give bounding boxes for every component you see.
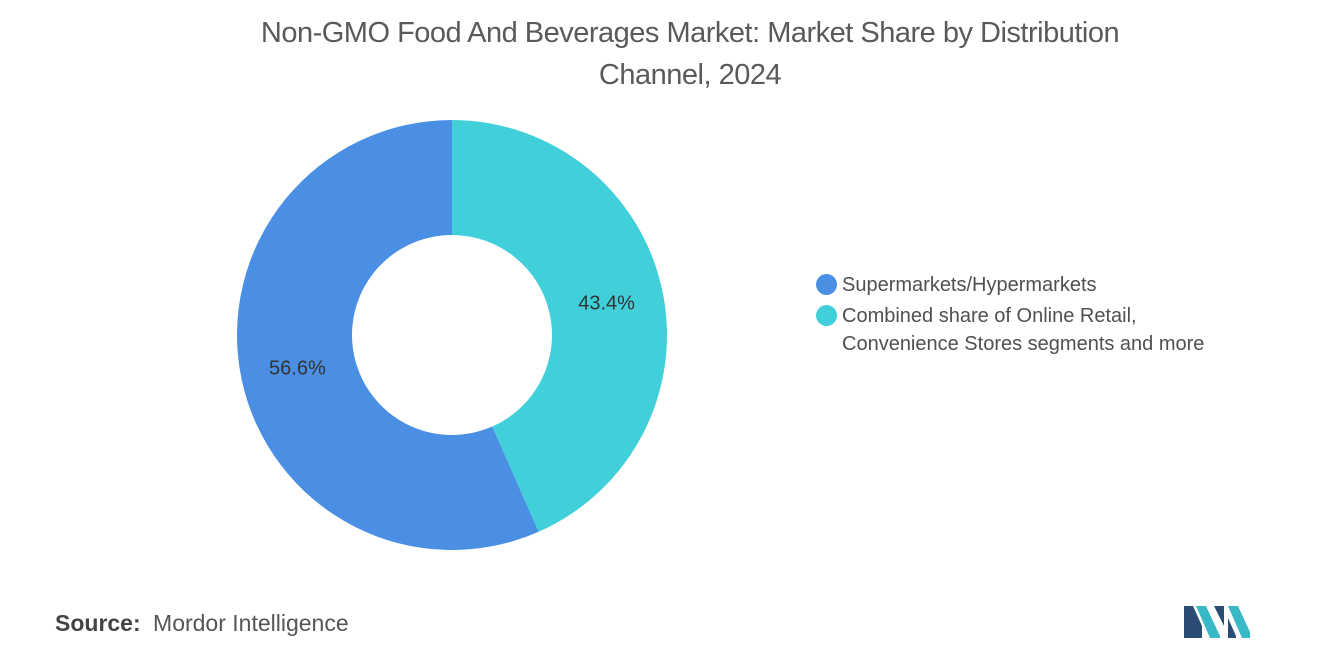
legend-swatch-combined-share	[816, 305, 837, 326]
legend-label-supermarkets-line-1: Supermarkets/Hypermarkets	[842, 274, 1097, 296]
data-label-supermarkets: 56.6%	[269, 358, 326, 380]
logo-bar-3	[1214, 606, 1224, 626]
donut-slice-supermarkets	[237, 120, 539, 550]
legend-item-combined-share: Combined share of Online Retail, Conveni…	[816, 302, 1276, 358]
chart-legend: Supermarkets/Hypermarkets Combined share…	[816, 271, 1276, 361]
chart-title-line-1: Non-GMO Food And Beverages Market: Marke…	[260, 17, 1120, 49]
data-label-combined-share: 43.4%	[578, 292, 635, 314]
source-note: Source: Mordor Intelligence	[55, 610, 349, 637]
logo-bar-1	[1184, 606, 1202, 638]
donut-slice-combined-share	[452, 120, 667, 532]
legend-label-combined-share: Combined share of Online Retail, Conveni…	[842, 302, 1276, 358]
logo-bar-5	[1228, 618, 1236, 638]
source-value: Mordor Intelligence	[153, 610, 349, 636]
legend-label-combined-share-line-1: Combined share of Online Retail,	[842, 305, 1137, 327]
legend-label-supermarkets: Supermarkets/Hypermarkets	[842, 271, 1276, 299]
chart-title-line-2: Channel, 2024	[598, 59, 782, 91]
logo-bar-2	[1196, 606, 1220, 638]
legend-item-supermarkets: Supermarkets/Hypermarkets	[816, 271, 1276, 299]
chart-title: Non-GMO Food And Beverages Market: Marke…	[150, 12, 1230, 96]
mordor-intelligence-logo-icon	[1184, 606, 1250, 638]
logo-bar-4	[1228, 606, 1250, 638]
source-label: Source:	[55, 610, 141, 636]
legend-swatch-supermarkets	[816, 274, 837, 295]
legend-label-combined-share-line-2: Convenience Stores segments and more	[842, 333, 1205, 355]
